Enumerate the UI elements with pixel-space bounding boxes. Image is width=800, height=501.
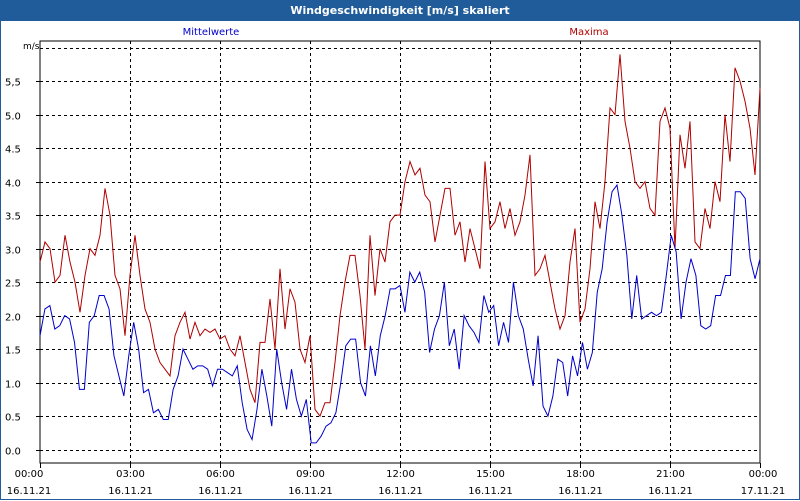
x-tick-time-label: 15:00 [476, 469, 505, 480]
x-tick-time-label: 21:00 [656, 469, 685, 480]
y-tick-label: 1.0 [5, 380, 21, 391]
x-tick-time-label: 18:00 [566, 469, 595, 480]
y-tick-label: 2.0 [5, 313, 21, 324]
legend-label: Maxima [569, 27, 608, 38]
x-tick-date-label: 16.11.21 [378, 486, 423, 497]
x-tick-time-label: 00:00 [749, 469, 778, 480]
x-tick-date-label: 17.11.21 [741, 486, 786, 497]
grid [40, 41, 760, 463]
x-tick-time-label: 03:00 [116, 469, 145, 480]
y-tick-label: 5.0 [5, 112, 21, 123]
x-tick-time-label: 06:00 [206, 469, 235, 480]
x-tick-date-label: 16.11.21 [108, 486, 153, 497]
y-tick-label: 4.0 [5, 179, 21, 190]
y-tick-label: 1.5 [5, 346, 21, 357]
x-tick-time-label: 09:00 [296, 469, 325, 480]
y-tick-label: 3.0 [5, 246, 21, 257]
x-tick-date-label: 16.11.21 [558, 486, 603, 497]
chart-area: 0.0 0.5 1.0 1.5 2.0 2.5 3.0 3.5 4.0 4.5 5.0 5,5 m/s 0… [5, 27, 785, 497]
x-tick-date-label: 16.11.21 [468, 486, 513, 497]
y-tick-label: 3.5 [5, 212, 21, 223]
series-line-mittelwerte [39, 183, 761, 444]
x-tick-date-label: 16.11.21 [7, 486, 52, 497]
y-tick-label: 4.5 [5, 145, 21, 156]
window-title: Windgeschwindigkeit [m/s] skaliert [1, 1, 799, 21]
y-tick-label: 0.0 [5, 447, 21, 458]
axes [36, 40, 761, 468]
series-line-maxima [39, 54, 761, 418]
x-tick-time-label: 00:00 [15, 469, 44, 480]
x-tick-date-label: 16.11.21 [198, 486, 243, 497]
legend-label: Mittelwerte [183, 27, 240, 38]
labels: 0.0 0.5 1.0 1.5 2.0 2.5 3.0 3.5 4.0 4.5 5.0 5,5 m/s 0… [5, 27, 785, 497]
x-tick-date-label: 16.11.21 [648, 486, 693, 497]
y-tick-label: 5,5 [5, 78, 21, 89]
x-tick-time-label: 12:00 [386, 469, 415, 480]
series-lines [39, 54, 761, 444]
x-tick-date-label: 16.11.21 [288, 486, 333, 497]
y-axis-label: m/s [23, 42, 40, 52]
y-tick-label: 0.5 [5, 413, 21, 424]
y-tick-label: 2.5 [5, 279, 21, 290]
